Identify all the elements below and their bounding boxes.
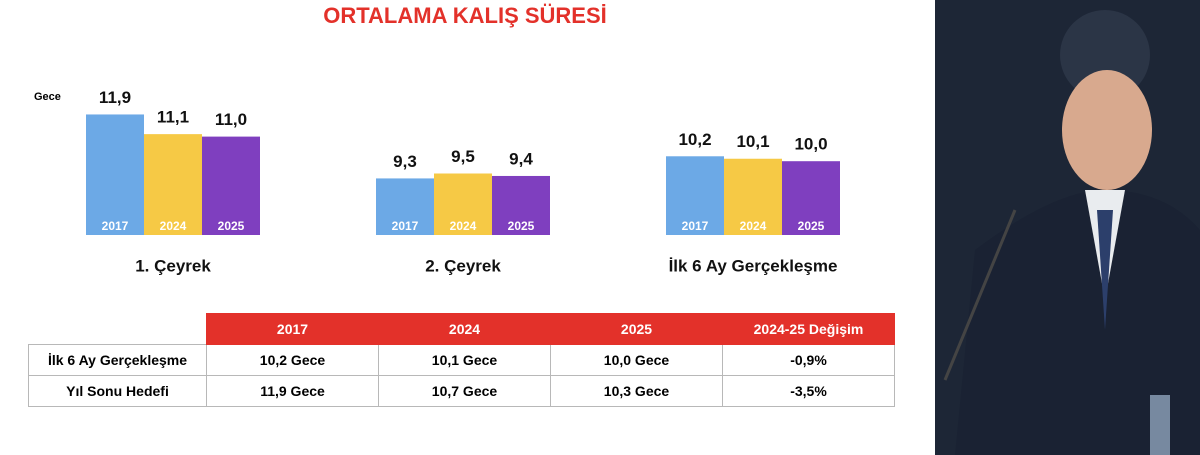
microphone [943,209,1017,381]
category-label: 2024 [740,219,767,233]
cell: 10,0 Gece [550,344,723,376]
suit [955,190,1200,455]
row-label: Yıl Sonu Hedefi [28,375,207,407]
cell: 10,2 Gece [206,344,379,376]
value-label: 10,2 [678,130,711,149]
bar [434,173,492,235]
category-label: 2017 [682,219,709,233]
bar [376,178,434,235]
value-label: 10,0 [794,135,827,154]
value-label: 11,1 [157,108,189,127]
category-label: 2024 [450,219,477,233]
y-axis-label: Gece [34,91,61,103]
tie [1097,210,1113,330]
bar [724,158,782,235]
bar [202,136,260,235]
value-label: 11,9 [99,88,131,107]
header-cell: 2017 [206,313,379,345]
header-cell: 2024 [378,313,551,345]
speaker-video [935,0,1200,455]
category-label: 2025 [798,219,825,233]
chart-title: 2. Çeyrek [425,256,501,275]
header-cell: 2025 [550,313,723,345]
cell: -3,5% [722,375,895,407]
bar [86,114,144,235]
category-label: 2025 [218,219,245,233]
bar [144,134,202,235]
bar [782,161,840,235]
summary-table: 2017 2024 2025 2024-25 Değişim İlk 6 Ay … [28,313,895,407]
row-label: İlk 6 Ay Gerçekleşme [28,344,207,376]
category-label: 2025 [508,219,535,233]
value-label: 11,0 [215,110,247,129]
chart-title: İlk 6 Ay Gerçekleşme [669,256,838,275]
cell: 10,7 Gece [378,375,551,407]
bar [492,175,550,235]
cell: 10,3 Gece [550,375,723,407]
cell: 10,1 Gece [378,344,551,376]
slide-title: ORTALAMA KALIŞ SÜRESİ [323,3,607,28]
charts: ORTALAMA KALIŞ SÜRESİ Gece 11,9 2017 11,1 20… [34,3,840,275]
bar [666,156,724,235]
bottle [1150,395,1170,455]
category-label: 2024 [160,219,187,233]
value-label: 9,3 [393,152,417,171]
value-label: 9,5 [451,147,475,166]
corner [29,314,207,345]
value-label: 9,4 [509,149,533,168]
cell: 11,9 Gece [206,375,379,407]
header-cell: 2024-25 Değişim [722,313,895,345]
head [1062,70,1152,190]
category-label: 2017 [392,219,419,233]
chart-title: 1. Çeyrek [135,256,211,275]
cell: -0,9% [722,344,895,376]
category-label: 2017 [102,219,129,233]
value-label: 10,1 [736,132,769,151]
